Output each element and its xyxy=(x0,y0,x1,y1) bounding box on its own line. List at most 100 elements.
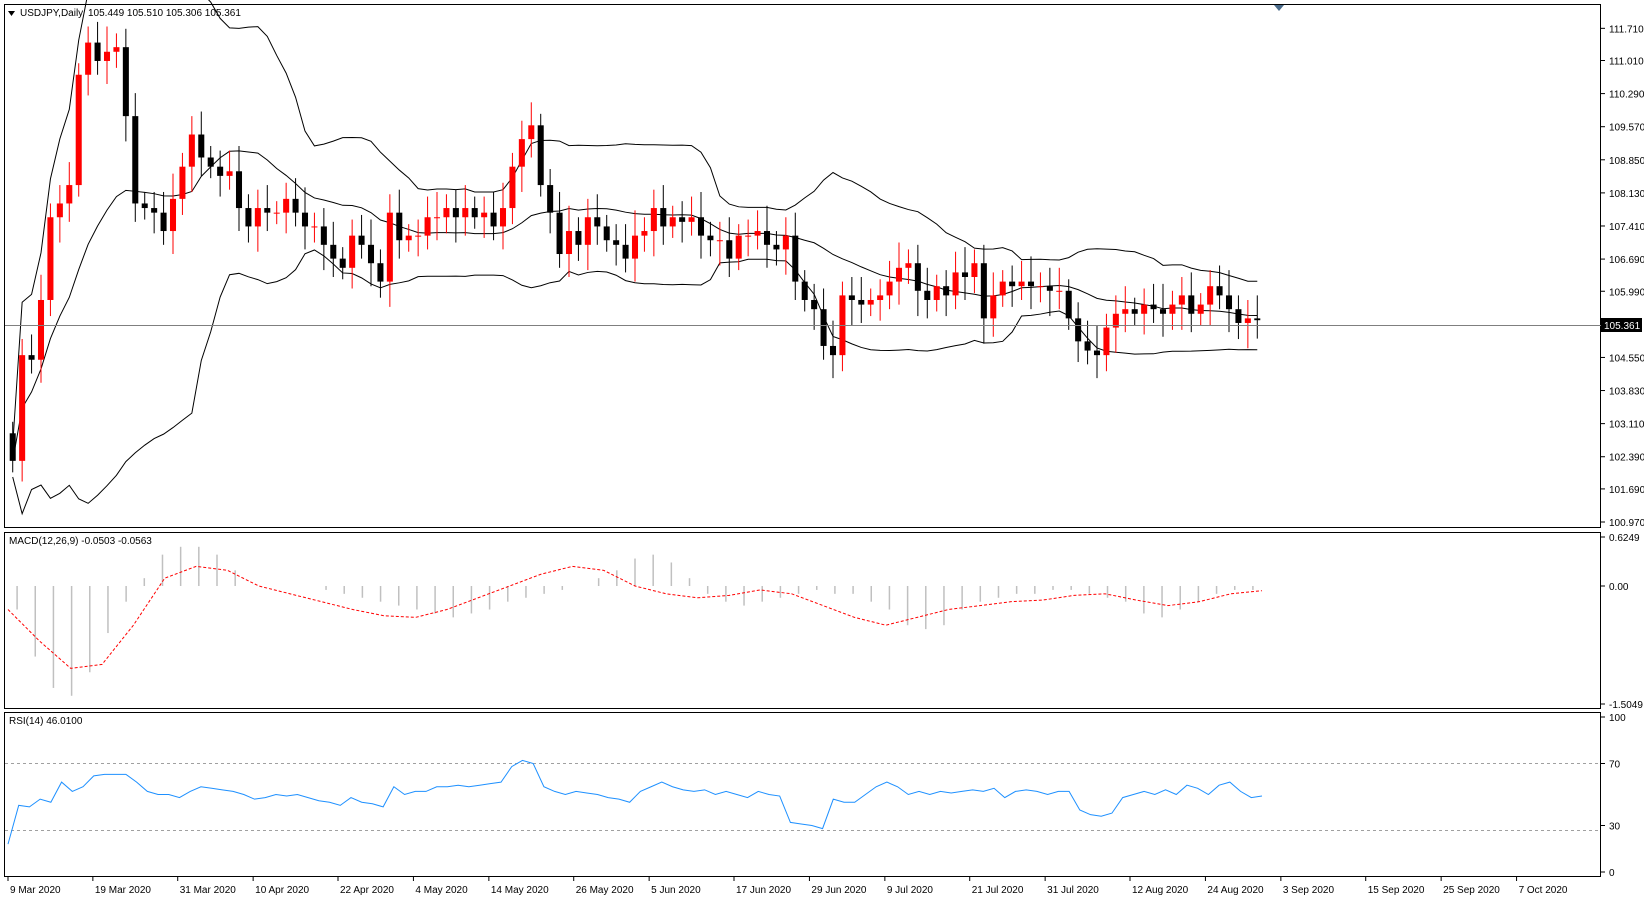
candle-bear xyxy=(132,116,139,204)
candle-bear xyxy=(603,226,610,241)
rsi-tick-label: 0 xyxy=(1609,868,1615,879)
price-tick-label: 105.990 xyxy=(1609,287,1644,298)
candle-bear xyxy=(141,203,148,209)
price-tick-label: 103.110 xyxy=(1609,420,1644,431)
rsi-tick-label: 70 xyxy=(1609,760,1621,771)
candle-bear xyxy=(94,42,101,61)
candle-bear xyxy=(122,47,129,117)
bollinger-upper xyxy=(12,0,1258,445)
candle-bull xyxy=(565,231,573,255)
candle-bull xyxy=(1056,290,1063,292)
candle-bull xyxy=(481,212,488,218)
candle-bull xyxy=(56,203,63,218)
macd-histogram xyxy=(16,546,1254,696)
candle-bull xyxy=(754,231,761,236)
candle-bull xyxy=(386,212,393,282)
date-tick-label: 31 Jul 2020 xyxy=(1047,885,1099,896)
price-tick-label: 109.570 xyxy=(1609,123,1644,134)
candle-bear xyxy=(707,235,714,241)
candle-bull xyxy=(584,217,591,245)
price-tick-label: 103.830 xyxy=(1609,387,1644,398)
candle-bear xyxy=(980,263,987,319)
macd-signal-line xyxy=(7,565,1263,669)
candle-bear xyxy=(1131,309,1138,314)
date-tick-label: 22 Apr 2020 xyxy=(340,885,394,896)
rsi-line xyxy=(7,759,1263,845)
candle-bear xyxy=(914,263,921,291)
date-tick-label: 7 Oct 2020 xyxy=(1519,885,1568,896)
candle-bear xyxy=(377,263,384,282)
date-tick-label: 12 Aug 2020 xyxy=(1132,885,1189,896)
candle-bull xyxy=(169,198,177,232)
date-tick-label: 24 Aug 2020 xyxy=(1207,885,1264,896)
price-axis: 111.710 111.010 110.290 109.570 108.850 108.1… xyxy=(1601,24,1644,529)
candle-bear xyxy=(1065,290,1072,319)
candle-bear xyxy=(594,217,601,227)
candle-bear xyxy=(160,212,167,232)
candle-bull xyxy=(188,134,195,167)
candle-bear xyxy=(961,272,969,278)
candle-bear xyxy=(697,217,705,236)
candle-bull xyxy=(462,208,469,218)
candle-bull xyxy=(669,217,676,227)
symbol-label: USDJPY,Daily xyxy=(20,8,83,19)
candle-bear xyxy=(1188,295,1195,314)
macd-tick-label: 0.6249 xyxy=(1609,533,1640,544)
candle-bear xyxy=(660,208,667,227)
candle-bear xyxy=(367,244,375,264)
candle-bull xyxy=(867,299,874,305)
date-tick-label: 15 Sep 2020 xyxy=(1368,885,1425,896)
candle-bull xyxy=(1018,281,1025,287)
price-tick-label: 106.690 xyxy=(1609,255,1644,266)
candlestick-series xyxy=(9,21,1261,482)
candle-bull xyxy=(905,263,912,268)
candle-bull xyxy=(1122,309,1129,314)
rsi-panel-frame xyxy=(4,712,1601,877)
candle-bull xyxy=(443,208,450,218)
candle-bull xyxy=(405,235,412,241)
candle-bull xyxy=(424,217,431,236)
triangle-down-icon[interactable] xyxy=(8,11,15,16)
macd-axis: 0.6249 0.00 -1.5049 xyxy=(1601,533,1643,711)
candle-bear xyxy=(924,290,931,300)
date-tick-label: 31 Mar 2020 xyxy=(180,885,237,896)
candle-bear xyxy=(339,258,346,268)
candle-bear xyxy=(301,212,309,227)
candle-bull xyxy=(113,47,120,52)
candle-bear xyxy=(28,355,35,360)
candle-bull xyxy=(1244,318,1251,323)
candle-bear xyxy=(613,240,620,245)
candle-bull xyxy=(1207,286,1214,305)
date-tick-label: 9 Mar 2020 xyxy=(10,885,61,896)
candle-bear xyxy=(537,125,544,186)
candle-bear xyxy=(264,208,271,213)
candle-bear xyxy=(1027,281,1035,287)
candle-bull xyxy=(641,231,648,236)
price-tick-label: 104.550 xyxy=(1609,353,1644,364)
candle-bear xyxy=(1150,304,1157,310)
candle-bull xyxy=(47,217,54,300)
date-tick-label: 5 Jun 2020 xyxy=(651,885,701,896)
candle-bear xyxy=(1009,281,1016,287)
date-tick-label: 29 Jun 2020 xyxy=(811,885,866,896)
candle-bull xyxy=(226,171,233,176)
rsi-label: RSI(14) 46.0100 xyxy=(9,716,83,727)
candle-bull xyxy=(349,235,356,268)
current-price-marker xyxy=(1601,318,1642,332)
candle-bear xyxy=(763,231,771,245)
candle-bear xyxy=(320,226,327,245)
chart-shift-marker-icon[interactable] xyxy=(1274,5,1284,11)
price-tick-label: 101.690 xyxy=(1609,485,1644,496)
candle-bull xyxy=(75,74,82,186)
candle-bear xyxy=(452,208,459,218)
date-tick-label: 19 Mar 2020 xyxy=(95,885,152,896)
macd-tick-label: 0.00 xyxy=(1609,582,1629,593)
candle-bear xyxy=(575,231,582,245)
candle-bear xyxy=(820,309,827,346)
candle-bear xyxy=(1046,286,1053,291)
current-price-label: 105.361 xyxy=(1604,321,1641,332)
candle-bull xyxy=(999,281,1006,296)
candle-bear xyxy=(207,157,214,167)
candle-bear xyxy=(151,208,158,213)
